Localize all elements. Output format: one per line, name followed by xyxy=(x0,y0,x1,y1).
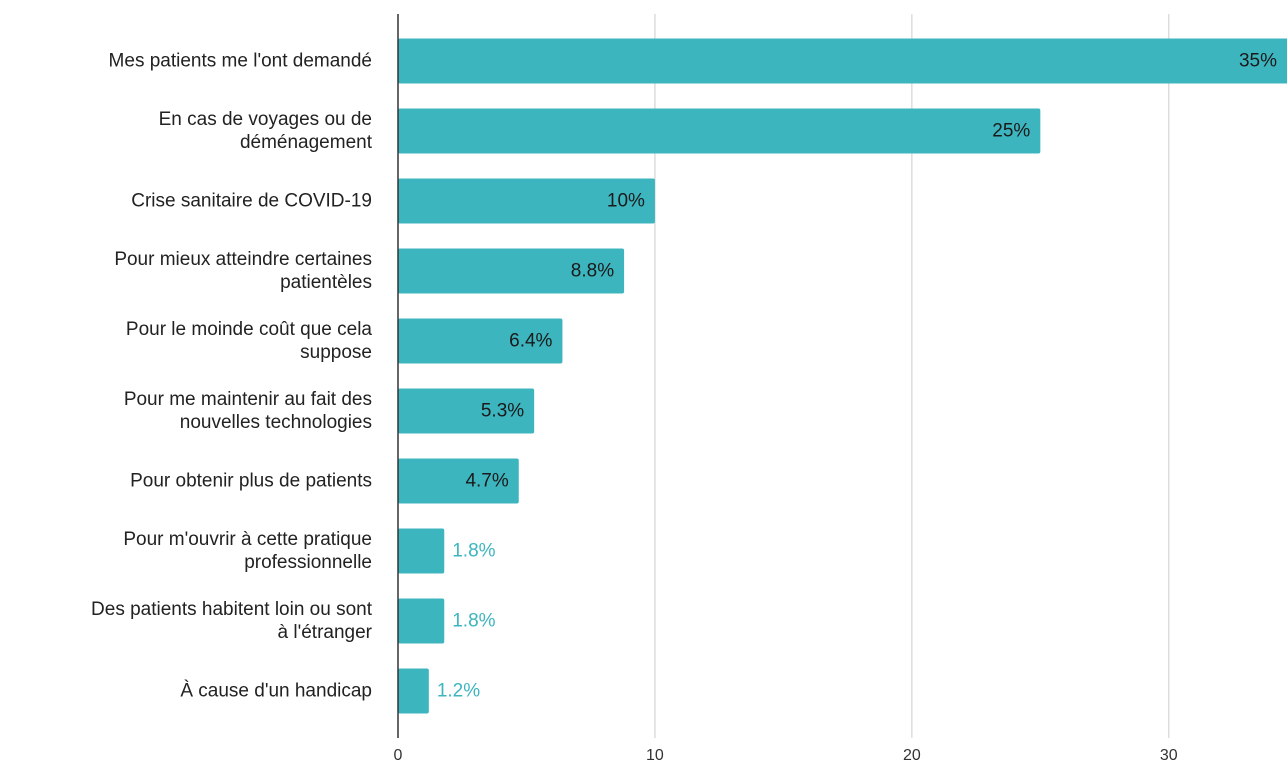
data-label: 4.7% xyxy=(465,471,508,492)
category-label: Mes patients me l'ont demandé xyxy=(109,51,372,72)
bar xyxy=(398,458,519,504)
x-tick-label: 20 xyxy=(903,747,921,762)
bar xyxy=(398,178,655,224)
data-label: 10% xyxy=(607,191,645,212)
bar xyxy=(398,388,535,434)
data-label: 8.8% xyxy=(571,261,614,282)
category-label: En cas de voyages ou de xyxy=(159,109,372,130)
bars xyxy=(398,38,1287,714)
x-tick-label: 10 xyxy=(646,747,664,762)
category-label: à l'étranger xyxy=(278,622,373,643)
data-label: 6.4% xyxy=(509,331,552,352)
bar xyxy=(398,528,445,574)
category-label: patientèles xyxy=(280,272,372,293)
category-label: Crise sanitaire de COVID-19 xyxy=(131,191,372,212)
data-labels: 35% 25% 10% 8.8% 6.4% 5.3% 4.7% 1.8% 1.8% 1.2% xyxy=(437,51,1277,702)
bar xyxy=(398,248,625,294)
category-label: déménagement xyxy=(240,132,373,153)
data-label: 35% xyxy=(1239,51,1277,72)
data-label: 1.8% xyxy=(452,541,495,562)
data-label: 1.2% xyxy=(437,681,480,702)
bar xyxy=(398,38,1287,84)
category-label: nouvelles technologies xyxy=(180,412,372,433)
category-label: Pour mieux atteindre certaines xyxy=(114,249,372,270)
x-tick-label: 30 xyxy=(1160,747,1178,762)
category-labels: Mes patients me l'ont demandé En cas de v… xyxy=(91,51,373,702)
data-label: 1.8% xyxy=(452,611,495,632)
category-label: professionnelle xyxy=(244,552,372,573)
category-label: Pour m'ouvrir à cette pratique xyxy=(123,529,372,550)
category-label: suppose xyxy=(300,342,372,363)
category-label: Pour me maintenir au fait des xyxy=(124,389,372,410)
category-label: Pour le moinde coût que cela xyxy=(126,319,373,340)
x-tick-label: 0 xyxy=(394,747,403,762)
bar xyxy=(398,318,563,364)
bar xyxy=(398,108,1041,154)
data-label: 5.3% xyxy=(481,401,524,422)
bar xyxy=(398,598,445,644)
category-label: Des patients habitent loin ou sont xyxy=(91,599,373,620)
category-label: Pour obtenir plus de patients xyxy=(130,471,372,492)
data-label: 25% xyxy=(992,121,1030,142)
x-axis-tick-labels: 0 10 20 30 xyxy=(394,747,1178,762)
category-label: À cause d'un handicap xyxy=(180,681,372,702)
bar xyxy=(398,668,429,714)
